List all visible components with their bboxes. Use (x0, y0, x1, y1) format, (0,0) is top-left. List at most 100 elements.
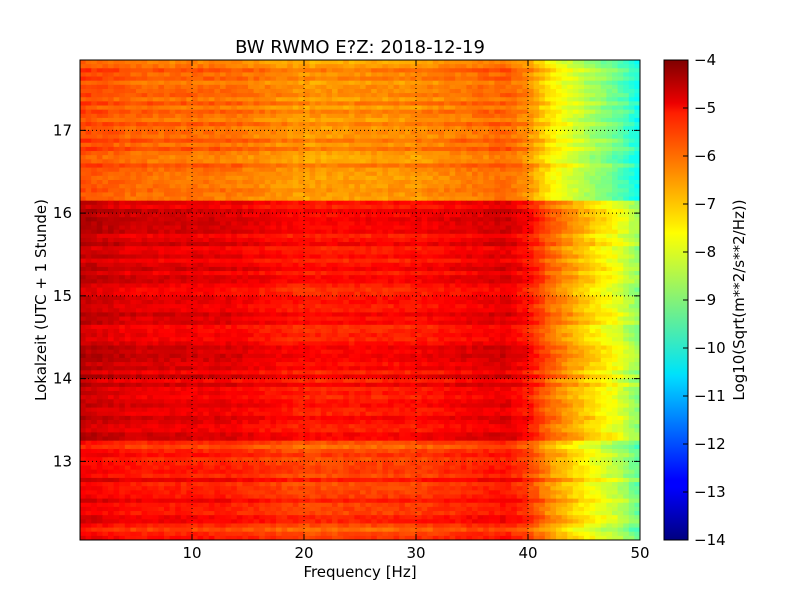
heatmap-cell (516, 175, 523, 181)
heatmap-cell (96, 213, 103, 218)
heatmap-cell (449, 126, 456, 131)
heatmap-cell (595, 258, 602, 264)
heatmap-cell (80, 221, 87, 227)
heatmap-cell (164, 97, 171, 102)
heatmap-cell (304, 138, 311, 144)
heatmap-cell (175, 208, 182, 214)
heatmap-cell (320, 151, 327, 156)
heatmap-cell (270, 188, 277, 194)
heatmap-cell (388, 126, 395, 131)
heatmap-cell (360, 138, 367, 144)
heatmap-cell (494, 97, 501, 102)
heatmap-cell (516, 88, 523, 94)
heatmap-cell (231, 146, 238, 152)
heatmap-cell (572, 97, 579, 102)
heatmap-cell (119, 184, 126, 189)
heatmap-cell (455, 68, 462, 74)
heatmap-cell (539, 84, 546, 90)
heatmap-cell (376, 80, 383, 86)
heatmap-cell (158, 93, 165, 98)
heatmap-cell (528, 126, 535, 131)
heatmap-cell (572, 250, 579, 256)
heatmap-cell (259, 221, 266, 227)
heatmap-cell (354, 254, 361, 260)
heatmap-cell (292, 221, 299, 227)
heatmap-cell (522, 151, 529, 156)
heatmap-cell (511, 208, 518, 214)
heatmap-cell (276, 262, 283, 268)
heatmap-cell (466, 229, 473, 235)
heatmap-cell (192, 175, 199, 181)
heatmap-cell (136, 225, 143, 231)
heatmap-cell (561, 237, 568, 243)
heatmap-cell (528, 88, 535, 94)
heatmap-cell (522, 142, 529, 148)
heatmap-cell (96, 167, 103, 173)
heatmap-cell (522, 221, 529, 227)
heatmap-cell (488, 175, 495, 181)
heatmap-cell (113, 221, 120, 227)
heatmap-cell (410, 200, 417, 206)
heatmap-cell (578, 237, 585, 243)
heatmap-cell (427, 175, 434, 181)
heatmap-cell (259, 208, 266, 214)
heatmap-cell (119, 93, 126, 98)
heatmap-cell (80, 134, 87, 140)
heatmap-cell (130, 109, 137, 115)
heatmap-cell (516, 80, 523, 86)
heatmap-cell (354, 221, 361, 227)
heatmap-cell (634, 101, 640, 107)
heatmap-cell (197, 184, 204, 189)
heatmap-cell (108, 72, 115, 78)
heatmap-cell (337, 126, 344, 131)
heatmap-cell (180, 105, 187, 111)
heatmap-cell (80, 163, 87, 169)
heatmap-cell (466, 113, 473, 119)
heatmap-cell (612, 208, 619, 214)
heatmap-cell (628, 233, 635, 239)
heatmap-cell (158, 180, 165, 185)
heatmap-cell (287, 184, 294, 189)
heatmap-cell (203, 200, 210, 206)
heatmap-cell (298, 76, 305, 82)
heatmap-cell (388, 80, 395, 86)
heatmap-cell (556, 246, 563, 251)
heatmap-cell (533, 208, 540, 214)
heatmap-cell (147, 101, 154, 107)
heatmap-cell (578, 229, 585, 235)
heatmap-cell (248, 151, 255, 156)
heatmap-cell (124, 213, 131, 218)
heatmap-cell (309, 250, 316, 256)
heatmap-cell (365, 229, 372, 235)
heatmap-cell (175, 229, 182, 235)
heatmap-cell (203, 146, 210, 152)
heatmap-cell (147, 258, 154, 264)
heatmap-cell (628, 84, 635, 90)
heatmap-cell (388, 225, 395, 231)
heatmap-cell (197, 142, 204, 148)
heatmap-cell (606, 188, 613, 194)
heatmap-cell (410, 101, 417, 107)
heatmap-cell (309, 167, 316, 173)
heatmap-cell (253, 225, 260, 231)
heatmap-cell (522, 204, 529, 210)
heatmap-cell (326, 155, 333, 160)
heatmap-cell (365, 242, 372, 247)
heatmap-cell (225, 72, 232, 78)
heatmap-cell (337, 151, 344, 156)
heatmap-cell (186, 237, 193, 243)
heatmap-cell (332, 97, 339, 102)
heatmap-cell (152, 163, 159, 169)
heatmap-cell (102, 113, 109, 119)
heatmap-cell (584, 188, 591, 194)
heatmap-cell (175, 188, 182, 194)
heatmap-cell (544, 151, 551, 156)
heatmap-cell (287, 84, 294, 90)
heatmap-cell (141, 171, 148, 177)
heatmap-cell (113, 213, 120, 218)
heatmap-cell (376, 97, 383, 102)
heatmap-cell (438, 101, 445, 107)
heatmap-cell (460, 208, 467, 214)
heatmap-cell (309, 258, 316, 264)
heatmap-cell (119, 72, 126, 78)
